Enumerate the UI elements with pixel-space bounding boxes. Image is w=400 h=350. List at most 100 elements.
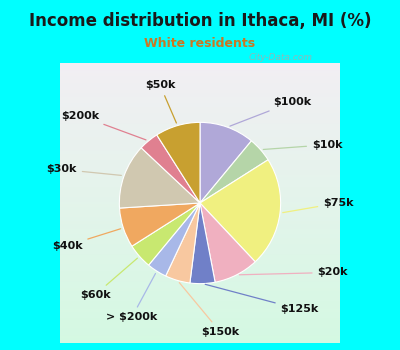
Bar: [32, 277, 368, 280]
Text: $50k: $50k: [145, 80, 176, 123]
Wedge shape: [119, 148, 200, 208]
Bar: [32, 126, 368, 129]
Bar: [32, 334, 368, 337]
Bar: [32, 62, 368, 65]
Wedge shape: [132, 203, 200, 265]
Bar: [32, 314, 368, 317]
Bar: [32, 42, 368, 45]
Bar: [32, 344, 368, 348]
Text: $10k: $10k: [263, 140, 342, 150]
Bar: [32, 65, 368, 69]
Wedge shape: [157, 122, 200, 203]
Bar: [32, 72, 368, 75]
Bar: [32, 264, 368, 267]
Bar: [32, 58, 368, 62]
Bar: [32, 139, 368, 142]
Wedge shape: [190, 203, 215, 284]
Bar: [32, 176, 368, 180]
Text: $30k: $30k: [46, 164, 121, 175]
Text: $40k: $40k: [52, 229, 121, 251]
Text: $100k: $100k: [230, 97, 311, 126]
Bar: [32, 112, 368, 116]
Bar: [32, 304, 368, 307]
Bar: [32, 324, 368, 327]
Bar: [32, 203, 368, 206]
Bar: [32, 156, 368, 159]
Bar: [32, 257, 368, 260]
Bar: [32, 341, 368, 344]
Bar: [32, 196, 368, 200]
Bar: [32, 173, 368, 176]
Wedge shape: [200, 122, 252, 203]
Bar: [32, 310, 368, 314]
Bar: [32, 220, 368, 223]
Bar: [32, 69, 368, 72]
Bar: [32, 136, 368, 139]
Wedge shape: [120, 203, 200, 246]
Text: $20k: $20k: [239, 267, 348, 278]
Bar: [32, 38, 368, 42]
Bar: [32, 48, 368, 52]
Text: $150k: $150k: [179, 282, 239, 337]
Bar: [32, 96, 368, 99]
Text: $60k: $60k: [80, 258, 138, 300]
Bar: [32, 146, 368, 149]
Bar: [32, 79, 368, 82]
Bar: [32, 153, 368, 156]
Bar: [32, 190, 368, 193]
Bar: [32, 230, 368, 233]
Bar: [32, 119, 368, 122]
Text: Income distribution in Ithaca, MI (%): Income distribution in Ithaca, MI (%): [29, 12, 371, 30]
Bar: [32, 129, 368, 132]
Bar: [32, 267, 368, 270]
Wedge shape: [148, 203, 200, 276]
Bar: [32, 166, 368, 169]
Bar: [32, 169, 368, 173]
Bar: [32, 253, 368, 257]
Bar: [32, 247, 368, 250]
Bar: [32, 287, 368, 290]
Bar: [32, 216, 368, 220]
Bar: [32, 183, 368, 186]
Bar: [32, 52, 368, 55]
Bar: [32, 89, 368, 92]
Text: $125k: $125k: [205, 284, 319, 314]
Bar: [32, 99, 368, 102]
Bar: [32, 45, 368, 48]
Bar: [32, 106, 368, 109]
Bar: [32, 240, 368, 243]
Wedge shape: [200, 160, 281, 262]
Bar: [32, 82, 368, 85]
Text: White residents: White residents: [144, 37, 256, 50]
Bar: [32, 290, 368, 294]
Bar: [32, 233, 368, 237]
Text: City-Data.com: City-Data.com: [249, 53, 313, 62]
Bar: [32, 307, 368, 310]
Wedge shape: [200, 141, 268, 203]
Bar: [32, 223, 368, 226]
Bar: [32, 206, 368, 210]
Bar: [32, 75, 368, 79]
Bar: [32, 243, 368, 247]
Bar: [32, 321, 368, 324]
Bar: [32, 226, 368, 230]
Bar: [32, 35, 368, 38]
Text: > $200k: > $200k: [106, 274, 158, 322]
Bar: [32, 317, 368, 321]
Bar: [32, 260, 368, 264]
Bar: [32, 186, 368, 190]
Bar: [32, 250, 368, 253]
Bar: [32, 337, 368, 341]
Bar: [32, 132, 368, 136]
Bar: [32, 274, 368, 277]
Bar: [32, 180, 368, 183]
Bar: [32, 348, 368, 350]
Bar: [32, 163, 368, 166]
Wedge shape: [200, 203, 255, 282]
Bar: [32, 142, 368, 146]
Bar: [32, 92, 368, 96]
Bar: [32, 213, 368, 216]
Bar: [32, 300, 368, 304]
Bar: [32, 122, 368, 126]
Bar: [32, 199, 368, 203]
